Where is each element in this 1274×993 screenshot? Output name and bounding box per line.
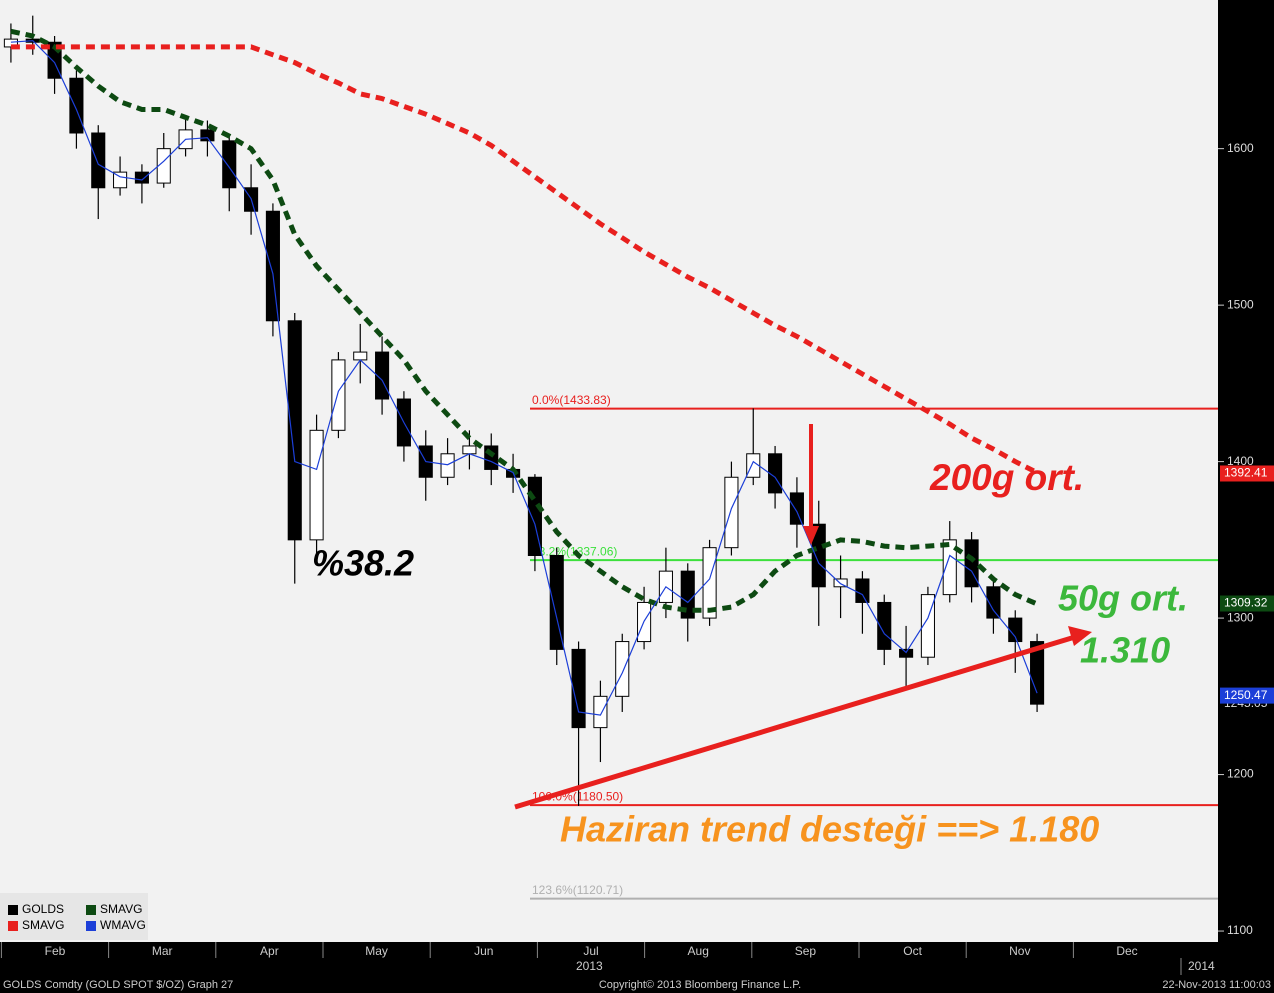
- value-tag: [1220, 465, 1274, 482]
- candle-body: [353, 351, 368, 361]
- value-tag: [1220, 687, 1274, 704]
- x-tick-label: Oct: [903, 944, 922, 958]
- candle-body: [615, 641, 630, 697]
- arrow-head: [803, 526, 819, 545]
- legend-label: SMAVG: [22, 918, 64, 932]
- legend-swatch: [86, 921, 96, 931]
- legend-swatch: [8, 905, 18, 915]
- value-tag: [1220, 595, 1274, 612]
- fib-label: 123.6%(1120.71): [532, 883, 623, 897]
- candle-body: [593, 695, 608, 729]
- y-tick-label: 1400: [1227, 454, 1254, 468]
- candle-body: [702, 547, 717, 619]
- value-tag-label: 1250.47: [1224, 688, 1268, 702]
- annotation: 200g ort.: [929, 457, 1084, 498]
- x-tick-label: Jul: [583, 944, 598, 958]
- candle-body: [964, 539, 979, 588]
- x-tick-label: Mar: [152, 944, 173, 958]
- x-tick-label: Aug: [688, 944, 709, 958]
- candle-body: [484, 445, 499, 470]
- ma-line: [10, 40, 1038, 716]
- y-tick-label: 1500: [1227, 297, 1254, 311]
- candle-body: [265, 210, 280, 322]
- x-tick-label: Jun: [474, 944, 493, 958]
- candle-body: [91, 132, 106, 189]
- year-label: 2013: [576, 959, 603, 973]
- candle-body: [855, 578, 870, 603]
- x-tick-label: May: [365, 944, 388, 958]
- value-tag-label: 1392.41: [1224, 466, 1268, 480]
- legend-label: GOLDS: [22, 902, 64, 916]
- plot-area: [0, 0, 1218, 942]
- candle-body: [200, 129, 215, 142]
- y-tick-label: 1200: [1227, 767, 1254, 781]
- candle-body: [113, 171, 128, 189]
- candle-body: [746, 453, 761, 478]
- candle-body: [899, 648, 914, 658]
- x-tick-label: Nov: [1009, 944, 1030, 958]
- legend-label: SMAVG: [100, 902, 142, 916]
- candle-body: [309, 429, 324, 541]
- x-tick-label: Feb: [45, 944, 66, 958]
- candle-body: [287, 320, 302, 541]
- annotation: %38.2: [312, 543, 414, 584]
- candle-body: [877, 601, 892, 650]
- ma-line: [10, 44, 1039, 475]
- footer-left: GOLDS Comdty (GOLD SPOT $/OZ) Graph 27: [3, 979, 233, 991]
- fib-label: 0.0%(1433.83): [532, 393, 611, 407]
- footer-center: Copyright© 2013 Bloomberg Finance L.P.: [599, 979, 801, 991]
- footer-right: 22-Nov-2013 11:00:03: [1162, 979, 1271, 991]
- arrow-head: [1068, 626, 1092, 646]
- y-tick-label: 1600: [1227, 141, 1254, 155]
- legend-label: WMAVG: [100, 918, 146, 932]
- annotation: 50g ort.: [1058, 578, 1188, 619]
- candle-body: [724, 476, 739, 549]
- legend-swatch: [86, 905, 96, 915]
- annotation: Haziran trend desteği ==> 1.180: [560, 809, 1099, 850]
- candle-body: [462, 445, 477, 455]
- candle-body: [571, 648, 586, 729]
- x-tick-label: Apr: [260, 944, 279, 958]
- candle-body: [222, 140, 237, 189]
- candle-body: [331, 359, 346, 431]
- candle-body: [789, 492, 804, 525]
- value-tag-label: 1309.32: [1224, 596, 1268, 610]
- candle-body: [811, 523, 826, 588]
- legend-swatch: [8, 921, 18, 931]
- candle-body: [69, 77, 84, 134]
- y-tick-label: 1100: [1227, 923, 1253, 937]
- candle-body: [549, 554, 564, 650]
- ma-line: [10, 28, 1039, 613]
- trend-line: [514, 634, 1076, 810]
- candle-body: [134, 171, 149, 184]
- candle-body: [942, 539, 957, 596]
- candle-body: [1030, 641, 1045, 705]
- x-tick-label: Dec: [1116, 944, 1137, 958]
- marks-group: [3, 15, 1045, 806]
- legend-group: GOLDS SMAVG SMAVG WMAVG: [8, 902, 146, 932]
- year-label: 2014: [1188, 959, 1215, 973]
- candle-body: [440, 453, 455, 478]
- annotation: 1.310: [1080, 630, 1170, 671]
- y-tick-label: 1300: [1227, 610, 1254, 624]
- x-tick-label: Sep: [795, 944, 817, 958]
- legend: [0, 893, 148, 940]
- candle-body: [986, 586, 1001, 619]
